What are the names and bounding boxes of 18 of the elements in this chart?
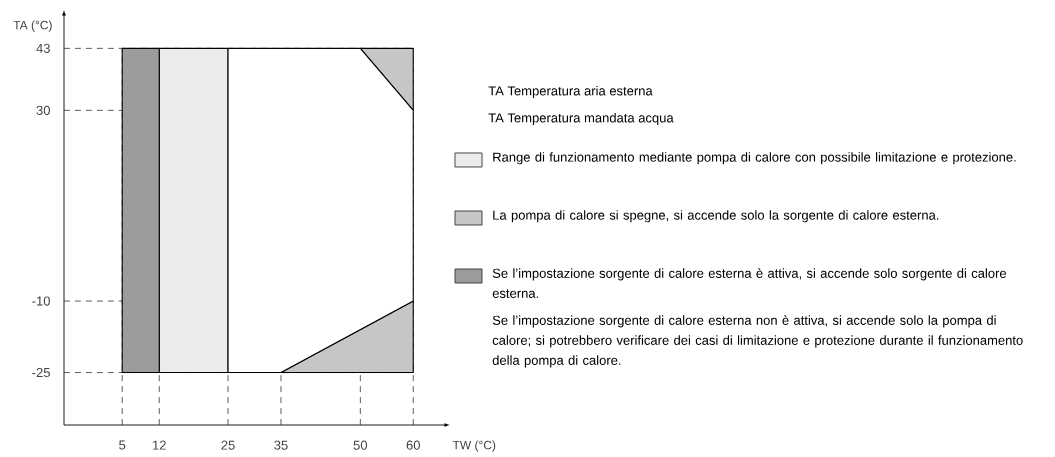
y-tick-label: -10 (32, 296, 50, 306)
x-tick-label: 50 (353, 440, 368, 450)
x-axis-title: TW (°C) (452, 440, 496, 452)
y-axis-title: TA (°C) (13, 20, 52, 32)
legend-label: Se l’impostazione sorgente di calore esterna è attiva, si accende solo sorgente di calore esterna. (492, 268, 1007, 298)
x-tick-label: 5 (119, 440, 126, 450)
legend-label: La pompa di calore si spegne, si accende solo la sorgente di calore esterna. (493, 210, 939, 223)
y-tick-label: 30 (36, 105, 50, 115)
text: TA Temperatura mandata acqua (488, 112, 674, 126)
x-tick-label: 60 (406, 440, 420, 450)
text: TA Temperatura aria esterna (488, 85, 653, 99)
y-tick-label: -25 (32, 367, 50, 378)
x-tick-label: 12 (153, 440, 166, 450)
text: Se l’impostazione sorgente di calore esterna non è attiva, si accende solo la pompa di calore; si potrebbero verificare dei casi di limitazione e protezione durante il funzionamento della pompa di calore. (492, 315, 1023, 368)
x-tick-label: 25 (221, 440, 235, 450)
y-tick-label: 43 (36, 43, 50, 53)
legend-label: Range di funzionamento mediante pompa di calore con possibile limitazione e protezione. (493, 152, 1016, 165)
x-tick-label: 35 (274, 440, 288, 450)
